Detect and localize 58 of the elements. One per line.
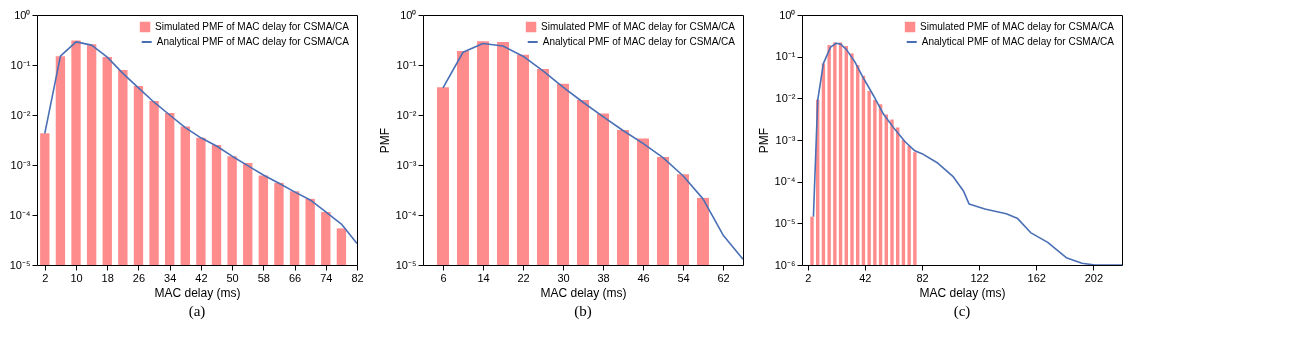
x-tick-label: 54: [677, 271, 690, 284]
y-tick-label: 10⁻⁴: [395, 208, 417, 221]
y-tick-label: 10⁻²: [396, 108, 417, 121]
x-tick-label: 50: [226, 271, 239, 284]
text: (c): [953, 303, 971, 320]
legend-label: Simulated PMF of MAC delay for CSMA/CA: [541, 21, 736, 32]
x-tick-label: 74: [320, 271, 333, 284]
x-tick-label: 82: [351, 271, 364, 284]
x-tick-label: 66: [288, 271, 302, 284]
legend-label: Simulated PMF of MAC delay for CSMA/CA: [155, 21, 350, 32]
x-tick-label: 6: [440, 271, 447, 284]
y-tick-label: 10⁻³: [775, 133, 796, 146]
y-tick-label: 10⁻⁴: [9, 208, 31, 221]
text: (b): [574, 303, 592, 320]
x-tick-label: 10: [70, 271, 83, 284]
y-tick-label: 10⁻⁵: [395, 258, 417, 271]
x-tick-label: 30: [557, 271, 570, 284]
y-tick-label: 10⁻⁵: [774, 216, 796, 229]
y-tick-label: 10⁻²: [775, 91, 796, 104]
x-tick-label: 42: [195, 271, 208, 284]
x-tick-label: 38: [597, 271, 610, 284]
x-tick-label: 14: [477, 271, 490, 284]
y-tick-label: 10⁻⁴: [774, 175, 796, 188]
legend-label: Analytical PMF of MAC delay for CSMA/CA: [542, 36, 736, 47]
legend-label: Analytical PMF of MAC delay for CSMA/CA: [921, 36, 1115, 47]
x-tick-label: 42: [859, 271, 872, 284]
text: (a): [188, 303, 206, 320]
x-tick-label: 122: [970, 271, 989, 284]
x-axis-title: MAC delay (ms): [154, 285, 241, 300]
x-tick-label: 58: [257, 271, 270, 284]
legend-label: Simulated PMF of MAC delay for CSMA/CA: [920, 21, 1115, 32]
x-tick-label: 202: [1084, 271, 1104, 284]
y-axis-title: PMF: [377, 127, 392, 154]
legend-label: Analytical PMF of MAC delay for CSMA/CA: [156, 36, 350, 47]
x-axis-title: MAC delay (ms): [540, 285, 627, 300]
x-tick-label: 162: [1027, 271, 1046, 284]
x-tick-label: 62: [717, 271, 730, 284]
x-tick-label: 22: [517, 271, 530, 284]
x-tick-label: 46: [637, 271, 650, 284]
y-tick-label: 10⁻⁶: [774, 258, 796, 271]
y-tick-label: 10⁻³: [10, 158, 31, 171]
y-axis-title: PMF: [756, 127, 771, 154]
x-axis-title: MAC delay (ms): [919, 285, 1006, 300]
y-tick-label: 10⁻²: [10, 108, 31, 121]
y-tick-label: 10⁻¹: [775, 50, 796, 63]
x-tick-label: 82: [916, 271, 929, 284]
x-tick-label: 18: [101, 271, 114, 284]
y-tick-label: 10⁻¹: [396, 58, 417, 71]
y-tick-label: 10⁰: [14, 8, 31, 21]
y-tick-label: 10⁻⁵: [9, 258, 31, 271]
y-tick-label: 10⁻³: [396, 158, 417, 171]
x-tick-label: 34: [164, 271, 177, 284]
y-tick-label: 10⁰: [779, 8, 796, 21]
y-tick-label: 10⁰: [400, 8, 417, 21]
x-tick-label: 2: [42, 271, 49, 284]
x-tick-label: 2: [805, 271, 812, 284]
y-tick-label: 10⁻¹: [10, 58, 31, 71]
x-tick-label: 26: [132, 271, 146, 284]
